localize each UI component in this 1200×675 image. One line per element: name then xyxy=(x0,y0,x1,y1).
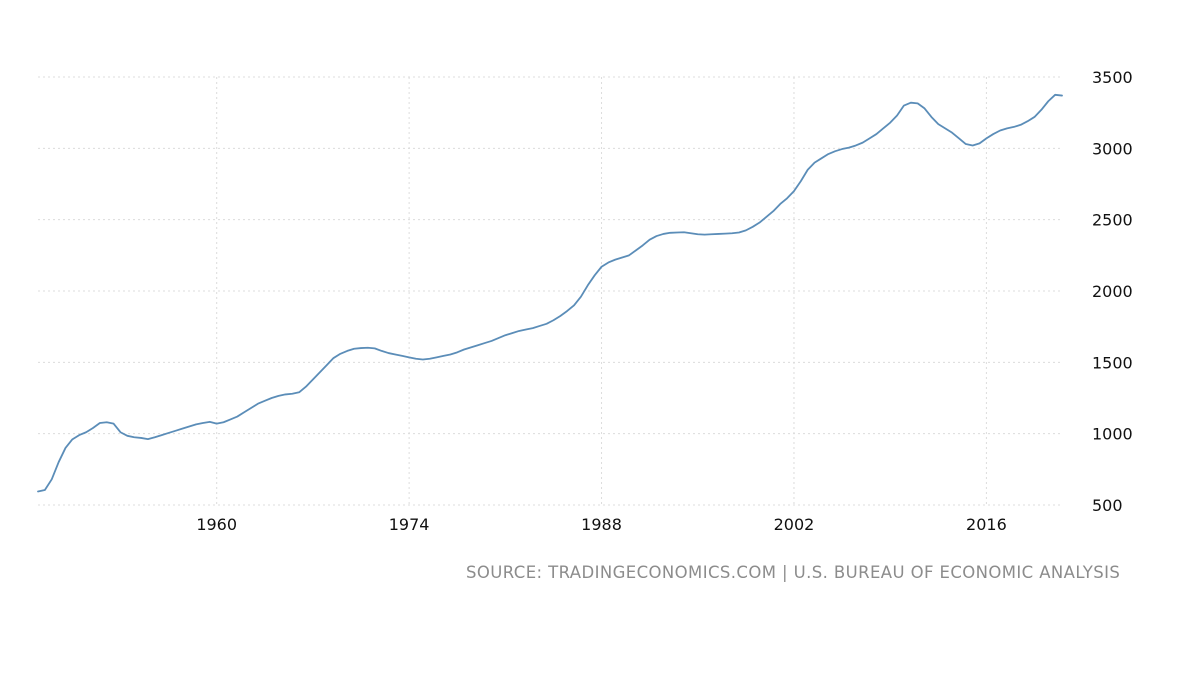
y-tick-label: 1000 xyxy=(1092,425,1133,444)
y-tick-label: 500 xyxy=(1092,496,1123,515)
x-tick-label: 1960 xyxy=(196,515,237,534)
series-layer xyxy=(37,93,1063,493)
x-tick-label: 2016 xyxy=(966,515,1007,534)
y-axis: 500 1000 1500 2000 2500 3000 3500 xyxy=(1092,68,1133,515)
y-tick-label: 2500 xyxy=(1092,211,1133,230)
y-tick-label: 1500 xyxy=(1092,353,1133,372)
x-tick-label: 2002 xyxy=(774,515,815,534)
series-line xyxy=(37,93,1063,493)
y-tick-label: 3500 xyxy=(1092,68,1133,87)
y-tick-label: 2000 xyxy=(1092,282,1133,301)
y-tick-label: 3000 xyxy=(1092,139,1133,158)
x-axis: 1960 1974 1988 2002 2016 xyxy=(196,515,1006,534)
x-tick-label: 1988 xyxy=(581,515,622,534)
x-tick-label: 1974 xyxy=(389,515,430,534)
source-caption: SOURCE: TRADINGECONOMICS.COM | U.S. BURE… xyxy=(466,563,1121,582)
grid xyxy=(38,76,1062,506)
